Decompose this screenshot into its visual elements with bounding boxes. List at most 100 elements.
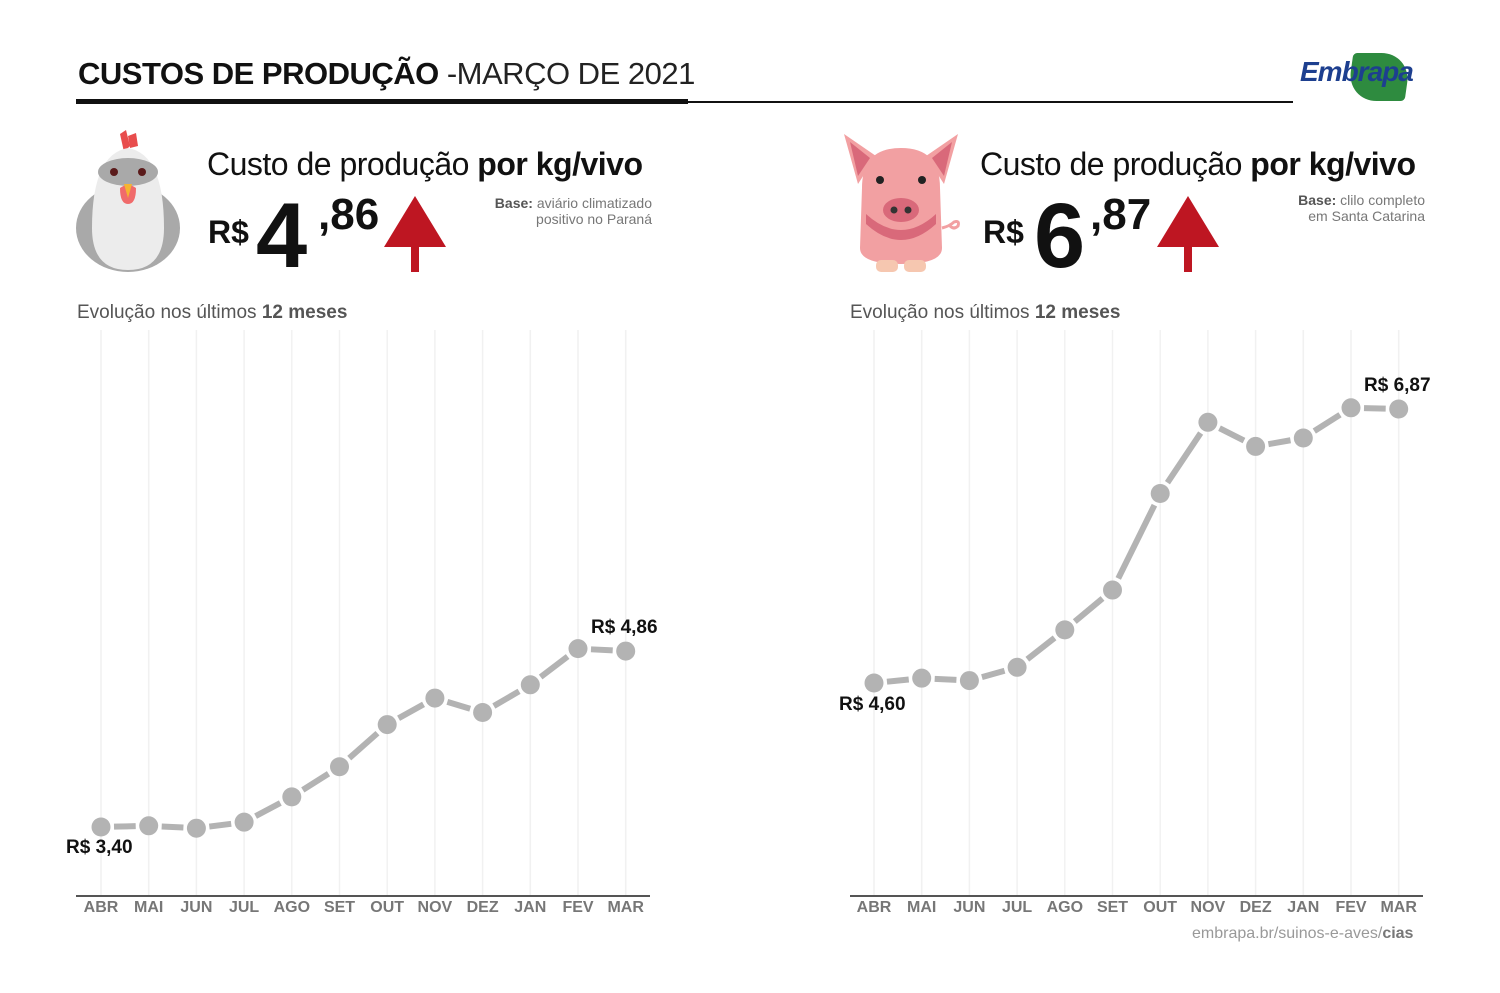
up-arrow-icon bbox=[1157, 196, 1219, 272]
page-title: CUSTOS DE PRODUÇÃO -MARÇO DE 2021 bbox=[78, 56, 695, 92]
chicken-point-jul bbox=[234, 812, 254, 832]
x-tick-ago: AGO bbox=[1046, 899, 1084, 916]
series-segment bbox=[254, 800, 282, 819]
x-tick-mai: MAI bbox=[134, 899, 164, 916]
chicken-point-jan bbox=[520, 675, 540, 695]
series-segment bbox=[161, 823, 184, 831]
pig-headline: Custo de produção por kg/vivo bbox=[980, 146, 1416, 182]
x-tick-ago: AGO bbox=[273, 899, 311, 916]
pig-first-value-label: R$ 4,60 bbox=[839, 694, 906, 715]
pig-point-mar bbox=[1389, 399, 1409, 419]
series-segment bbox=[446, 698, 472, 712]
up-arrow-icon bbox=[384, 196, 446, 272]
series-segment bbox=[1164, 431, 1204, 485]
x-tick-nov: NOV bbox=[417, 899, 453, 916]
title-underline bbox=[76, 99, 688, 104]
pig-base-note: Base: clilo completo em Santa Catarina bbox=[1298, 192, 1425, 224]
pig-point-jan bbox=[1293, 428, 1313, 448]
pig-point-nov bbox=[1198, 412, 1218, 432]
chicken-value-cents: ,86 bbox=[318, 190, 380, 239]
series-segment bbox=[981, 667, 1006, 680]
pig-value-cents: ,87 bbox=[1090, 190, 1152, 239]
x-tick-jun: JUN bbox=[953, 899, 986, 916]
x-tick-jun: JUN bbox=[180, 899, 213, 916]
pig-chart-subtitle: Evolução nos últimos 12 meses bbox=[850, 302, 1121, 323]
logo-text: Embrapa bbox=[1300, 56, 1414, 87]
x-tick-jan: JAN bbox=[514, 899, 547, 916]
pig-point-abr bbox=[864, 673, 884, 693]
chicken-point-out bbox=[377, 715, 397, 735]
chicken-point-jun bbox=[186, 818, 206, 838]
pig-value-int: 6 bbox=[1034, 185, 1085, 287]
chicken-currency: R$ bbox=[208, 214, 249, 250]
chicken-base-note: Base: aviário climatizado positivo no Pa… bbox=[494, 195, 652, 227]
chicken-chart-subtitle: Evolução nos últimos 12 meses bbox=[77, 302, 348, 323]
x-tick-mar: MAR bbox=[1380, 899, 1417, 916]
x-tick-dez: DEZ bbox=[1239, 899, 1272, 916]
series-segment bbox=[492, 688, 521, 709]
series-segment bbox=[1072, 596, 1105, 624]
series-segment bbox=[886, 676, 910, 685]
x-tick-set: SET bbox=[323, 899, 356, 916]
pig-x-axis-labels: ABR MAI JUN JUL AGO SET OUT NOV DEZ JAN FEV MAR bbox=[0, 899, 1500, 923]
chicken-headline: Custo de produção por kg/vivo bbox=[207, 146, 643, 182]
pig-currency: R$ bbox=[983, 214, 1024, 250]
chicken-point-fev bbox=[568, 639, 588, 659]
chicken-value-int: 4 bbox=[256, 185, 307, 287]
chicken-icon bbox=[76, 130, 180, 272]
series-segment bbox=[347, 730, 380, 761]
x-tick-mai: MAI bbox=[907, 899, 937, 916]
pig-point-jun bbox=[959, 671, 979, 691]
pig-point-set bbox=[1103, 580, 1122, 600]
x-tick-jan: JAN bbox=[1287, 899, 1320, 916]
series-segment bbox=[1312, 412, 1342, 434]
x-tick-abr: ABR bbox=[856, 899, 892, 916]
x-tick-fev: FEV bbox=[562, 899, 594, 916]
embrapa-logo: Embrapa bbox=[1298, 50, 1428, 102]
pig-point-out bbox=[1150, 484, 1170, 504]
series-segment bbox=[1267, 437, 1292, 448]
chicken-point-set bbox=[330, 757, 349, 777]
series-segment bbox=[590, 646, 613, 654]
x-tick-fev: FEV bbox=[1335, 899, 1367, 916]
series-segment bbox=[538, 654, 570, 680]
pig-point-jul bbox=[1007, 657, 1027, 677]
series-segment bbox=[1025, 635, 1057, 662]
pig-icon bbox=[844, 134, 960, 272]
header-divider bbox=[688, 101, 1293, 103]
pig-point-ago bbox=[1055, 620, 1075, 640]
chicken-point-nov bbox=[425, 688, 445, 708]
pig-point-dez bbox=[1246, 436, 1266, 456]
title-main: CUSTOS DE PRODUÇÃO bbox=[78, 56, 439, 91]
pig-last-value-label: R$ 6,87 bbox=[1364, 375, 1431, 396]
pig-line-chart bbox=[850, 330, 1423, 897]
footer-url: embrapa.br/suinos-e-aves/cias bbox=[1192, 925, 1414, 942]
chicken-point-ago bbox=[282, 787, 302, 807]
x-tick-out: OUT bbox=[370, 899, 405, 916]
x-tick-mar: MAR bbox=[607, 899, 644, 916]
x-tick-set: SET bbox=[1096, 899, 1129, 916]
series-segment bbox=[397, 701, 425, 721]
pig-point-fev bbox=[1341, 398, 1361, 418]
series-segment bbox=[208, 820, 232, 830]
x-tick-jul: JUL bbox=[1001, 899, 1033, 916]
title-date: -MARÇO DE 2021 bbox=[438, 56, 695, 91]
series-segment bbox=[1363, 405, 1386, 412]
series-segment bbox=[1115, 503, 1158, 580]
chicken-first-value-label: R$ 3,40 bbox=[66, 837, 133, 858]
pig-point-mai bbox=[912, 668, 932, 688]
series-segment bbox=[1218, 425, 1246, 444]
x-tick-jul: JUL bbox=[228, 899, 260, 916]
x-tick-out: OUT bbox=[1143, 899, 1178, 916]
chicken-point-dez bbox=[473, 703, 493, 723]
chicken-x-axis-labels: ABR MAI JUN JUL AGO SET OUT NOV DEZ JAN FEV MAR bbox=[0, 899, 750, 923]
chicken-point-mai bbox=[139, 816, 159, 836]
chicken-point-abr bbox=[91, 817, 111, 837]
x-tick-dez: DEZ bbox=[466, 899, 499, 916]
x-tick-abr: ABR bbox=[83, 899, 119, 916]
series-segment bbox=[934, 675, 957, 683]
chicken-last-value-label: R$ 4,86 bbox=[591, 617, 658, 638]
x-tick-nov: NOV bbox=[1190, 899, 1226, 916]
chicken-point-mar bbox=[616, 641, 636, 661]
series-segment bbox=[301, 771, 331, 793]
